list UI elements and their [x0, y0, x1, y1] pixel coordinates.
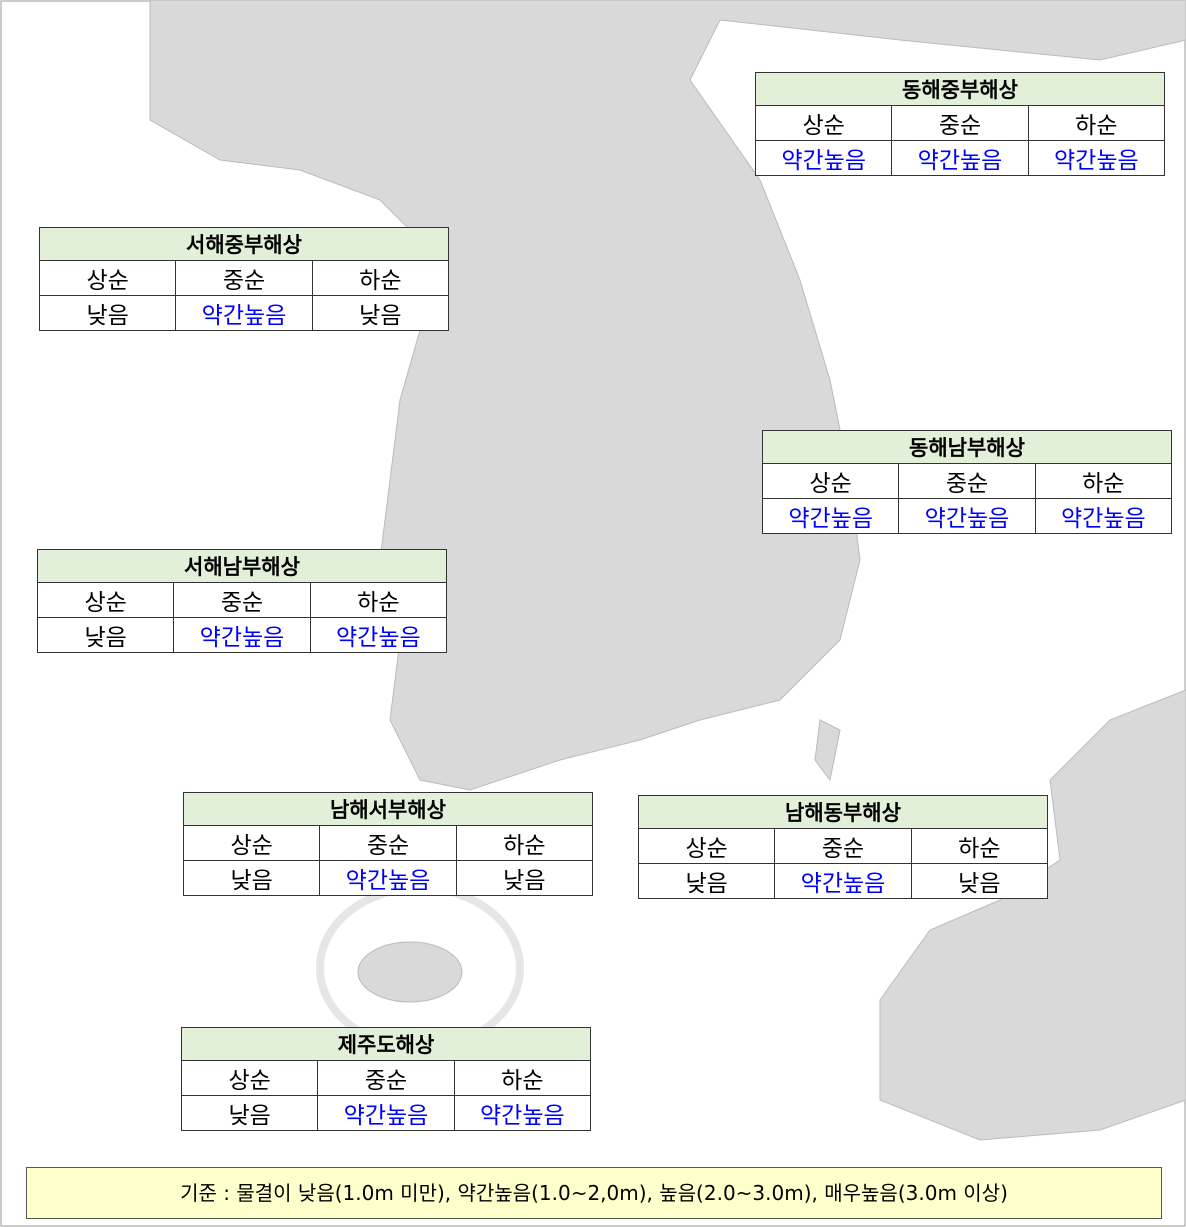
period-header: 중순: [175, 260, 313, 296]
region-title: 제주도해상: [181, 1027, 591, 1061]
period-header: 하순: [910, 828, 1049, 864]
value-row: 약간높음 약간높음 약간높음: [754, 140, 1166, 176]
region-table: 남해서부해상 상순 중순 하순 낮음 약간높음 낮음: [182, 792, 594, 896]
wave-level: 약간높음: [774, 863, 912, 899]
header-row: 상순 중순 하순: [38, 260, 450, 296]
wave-level: 낮음: [637, 863, 776, 899]
period-header: 하순: [1034, 463, 1173, 499]
period-header: 하순: [311, 260, 450, 296]
region-title: 서해중부해상: [39, 227, 449, 261]
period-header: 중순: [891, 105, 1029, 141]
period-header: 하순: [455, 825, 594, 861]
title-row: 동해남부해상: [762, 430, 1172, 464]
period-header: 하순: [309, 582, 448, 618]
region-title: 동해남부해상: [762, 430, 1172, 464]
header-row: 상순 중순 하순: [180, 1060, 592, 1096]
region-title: 서해남부해상: [37, 549, 447, 583]
wave-level: 약간높음: [891, 140, 1029, 176]
header-row: 상순 중순 하순: [182, 825, 594, 861]
period-header: 하순: [1027, 105, 1166, 141]
region-table: 동해남부해상 상순 중순 하순 약간높음 약간높음 약간높음: [761, 430, 1173, 534]
wave-level: 낮음: [311, 295, 450, 331]
japan: [879, 689, 1186, 1141]
title-row: 서해남부해상: [37, 549, 447, 583]
period-header: 중순: [317, 1060, 455, 1096]
title-row: 서해중부해상: [39, 227, 449, 261]
period-header: 상순: [38, 260, 177, 296]
wave-level: 약간높음: [761, 498, 900, 534]
region-table: 서해남부해상 상순 중순 하순 낮음 약간높음 약간높음: [36, 549, 448, 653]
wave-level: 약간높음: [309, 617, 448, 653]
value-row: 낮음 약간높음 낮음: [38, 295, 450, 331]
period-header: 상순: [754, 105, 893, 141]
wave-level: 약간높음: [1027, 140, 1166, 176]
header-row: 상순 중순 하순: [637, 828, 1049, 864]
wave-level: 낮음: [455, 860, 594, 896]
region-table: 서해중부해상 상순 중순 하순 낮음 약간높음 낮음: [38, 227, 450, 331]
wave-level: 약간높음: [898, 498, 1036, 534]
wave-level: 낮음: [36, 617, 175, 653]
wave-level: 약간높음: [453, 1095, 592, 1131]
value-row: 낮음 약간높음 낮음: [637, 863, 1049, 899]
period-header: 중순: [898, 463, 1036, 499]
wave-level: 약간높음: [175, 295, 313, 331]
region-table: 남해동부해상 상순 중순 하순 낮음 약간높음 낮음: [637, 795, 1049, 899]
wave-level: 낮음: [38, 295, 177, 331]
wave-level: 약간높음: [1034, 498, 1173, 534]
period-header: 상순: [180, 1060, 319, 1096]
tsushima: [814, 719, 841, 782]
wave-level: 낮음: [910, 863, 1049, 899]
period-header: 하순: [453, 1060, 592, 1096]
value-row: 낮음 약간높음 낮음: [182, 860, 594, 896]
period-header: 중순: [173, 582, 311, 618]
value-row: 낮음 약간높음 약간높음: [180, 1095, 592, 1131]
period-header: 중순: [774, 828, 912, 864]
period-header: 상순: [761, 463, 900, 499]
title-row: 제주도해상: [181, 1027, 591, 1061]
title-row: 남해서부해상: [183, 792, 593, 826]
period-header: 상순: [182, 825, 321, 861]
value-row: 약간높음 약간높음 약간높음: [761, 498, 1173, 534]
wave-level: 낮음: [182, 860, 321, 896]
wave-level: 낮음: [180, 1095, 319, 1131]
wave-level: 약간높음: [173, 617, 311, 653]
wave-level: 약간높음: [319, 860, 457, 896]
value-row: 낮음 약간높음 약간높음: [36, 617, 448, 653]
period-header: 상순: [637, 828, 776, 864]
header-row: 상순 중순 하순: [761, 463, 1173, 499]
title-row: 남해동부해상: [638, 795, 1048, 829]
region-title: 남해동부해상: [638, 795, 1048, 829]
jeju-island: [357, 941, 463, 1003]
header-row: 상순 중순 하순: [754, 105, 1166, 141]
region-title: 남해서부해상: [183, 792, 593, 826]
legend: 기준 : 물결이 낮음(1.0m 미만), 약간높음(1.0~2,0m), 높음…: [26, 1167, 1162, 1219]
region-table: 제주도해상 상순 중순 하순 낮음 약간높음 약간높음: [180, 1027, 592, 1131]
period-header: 중순: [319, 825, 457, 861]
header-row: 상순 중순 하순: [36, 582, 448, 618]
period-header: 상순: [36, 582, 175, 618]
region-table: 동해중부해상 상순 중순 하순 약간높음 약간높음 약간높음: [754, 72, 1166, 176]
title-row: 동해중부해상: [755, 72, 1165, 106]
wave-level: 약간높음: [317, 1095, 455, 1131]
region-title: 동해중부해상: [755, 72, 1165, 106]
wave-level: 약간높음: [754, 140, 893, 176]
